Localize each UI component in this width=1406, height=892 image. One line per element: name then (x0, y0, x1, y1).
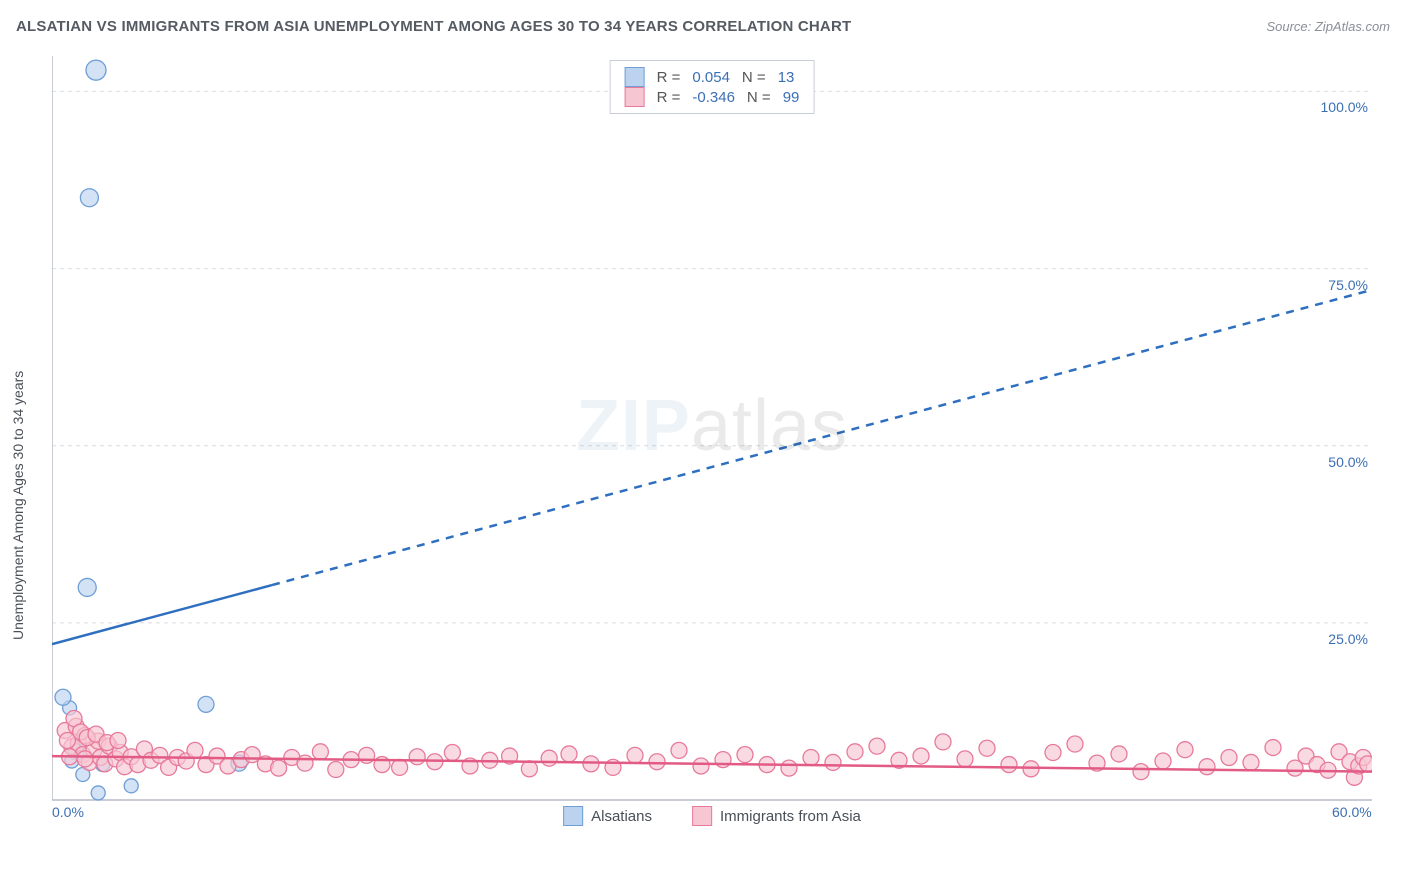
stat-n-label-2: N = (747, 89, 771, 106)
legend-stats-row-1: R = 0.054 N = 13 (625, 67, 800, 87)
legend-bottom: Alsatians Immigrants from Asia (563, 806, 861, 826)
title-bar: ALSATIAN VS IMMIGRANTS FROM ASIA UNEMPLO… (16, 18, 1390, 35)
stat-n-value-1: 13 (778, 69, 795, 86)
correlation-scatter-chart (52, 56, 1372, 826)
y-tick-label: 25.0% (1328, 631, 1368, 647)
stat-r-label: R = (657, 69, 681, 86)
legend-bottom-swatch-immigrants (692, 806, 712, 826)
legend-stats-box: R = 0.054 N = 13 R = -0.346 N = 99 (610, 60, 815, 114)
legend-bottom-label-alsatians: Alsatians (591, 808, 652, 825)
legend-bottom-swatch-alsatians (563, 806, 583, 826)
y-tick-label: 75.0% (1328, 277, 1368, 293)
legend-stats-row-2: R = -0.346 N = 99 (625, 87, 800, 107)
source-label: Source: ZipAtlas.com (1266, 19, 1390, 34)
stat-n-label: N = (742, 69, 766, 86)
legend-item-immigrants: Immigrants from Asia (692, 806, 861, 826)
stat-r-label-2: R = (657, 89, 681, 106)
chart-title: ALSATIAN VS IMMIGRANTS FROM ASIA UNEMPLO… (16, 18, 851, 35)
y-tick-label: 50.0% (1328, 454, 1368, 470)
y-axis-label: Unemployment Among Ages 30 to 34 years (10, 371, 26, 640)
legend-swatch-immigrants (625, 87, 645, 107)
plot-area: ZIPatlas R = 0.054 N = 13 R = -0.346 N =… (52, 56, 1372, 826)
x-tick-label: 60.0% (1332, 804, 1372, 820)
y-tick-label: 100.0% (1321, 99, 1368, 115)
legend-bottom-label-immigrants: Immigrants from Asia (720, 808, 861, 825)
x-tick-label: 0.0% (52, 804, 84, 820)
stat-n-value-2: 99 (783, 89, 800, 106)
stat-r-value-1: 0.054 (692, 69, 730, 86)
legend-swatch-alsatians (625, 67, 645, 87)
legend-item-alsatians: Alsatians (563, 806, 652, 826)
stat-r-value-2: -0.346 (692, 89, 735, 106)
